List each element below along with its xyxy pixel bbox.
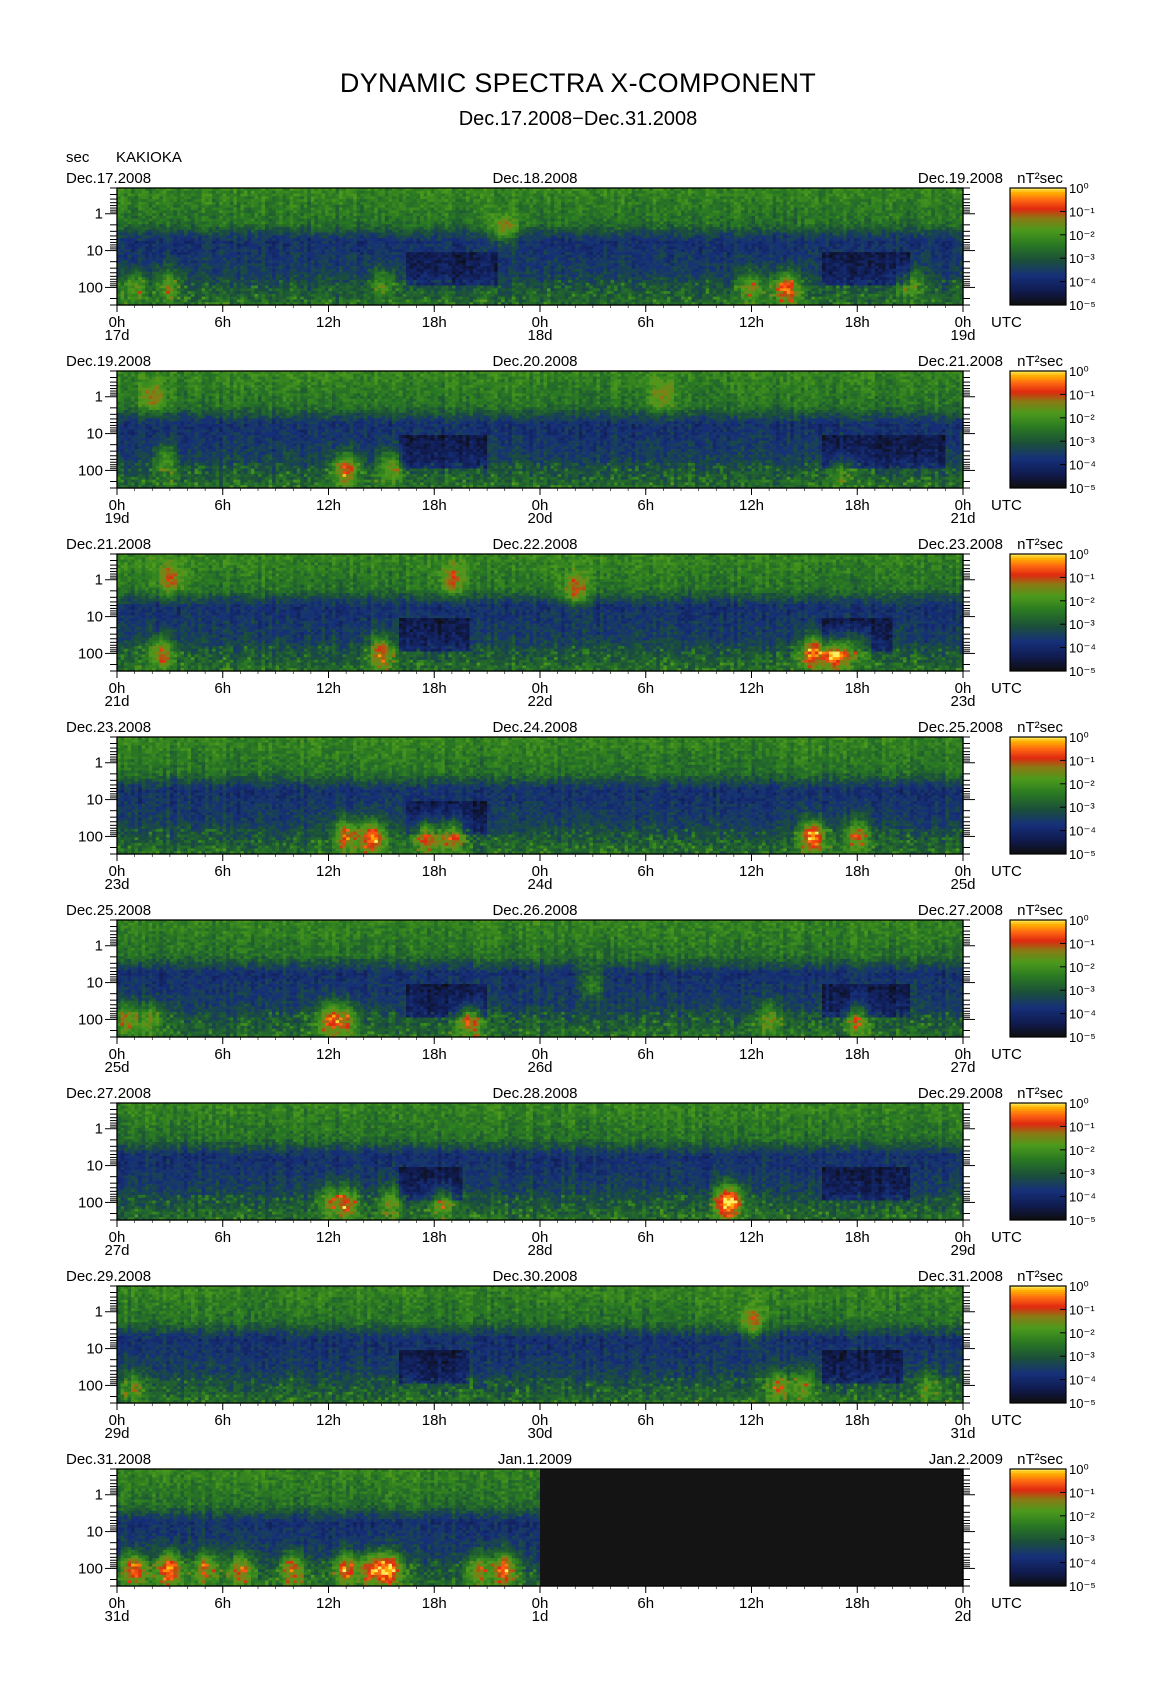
panel-start-date: Dec.17.2008 [66, 170, 151, 187]
panel-mid-date: Dec.18.2008 [492, 170, 577, 187]
y-unit-label: sec [66, 149, 90, 166]
spectrum-panel: Dec.17.2008 Dec.18.2008 Dec.19.20081101000… [66, 170, 1096, 344]
panel-end-date: Dec.19.2008 [918, 170, 1003, 187]
panels: Dec.17.2008 Dec.18.2008 Dec.19.20081101000… [66, 170, 1096, 1625]
spectrogram-heatmap [117, 188, 964, 306]
station-label: KAKIOKA [116, 149, 182, 166]
